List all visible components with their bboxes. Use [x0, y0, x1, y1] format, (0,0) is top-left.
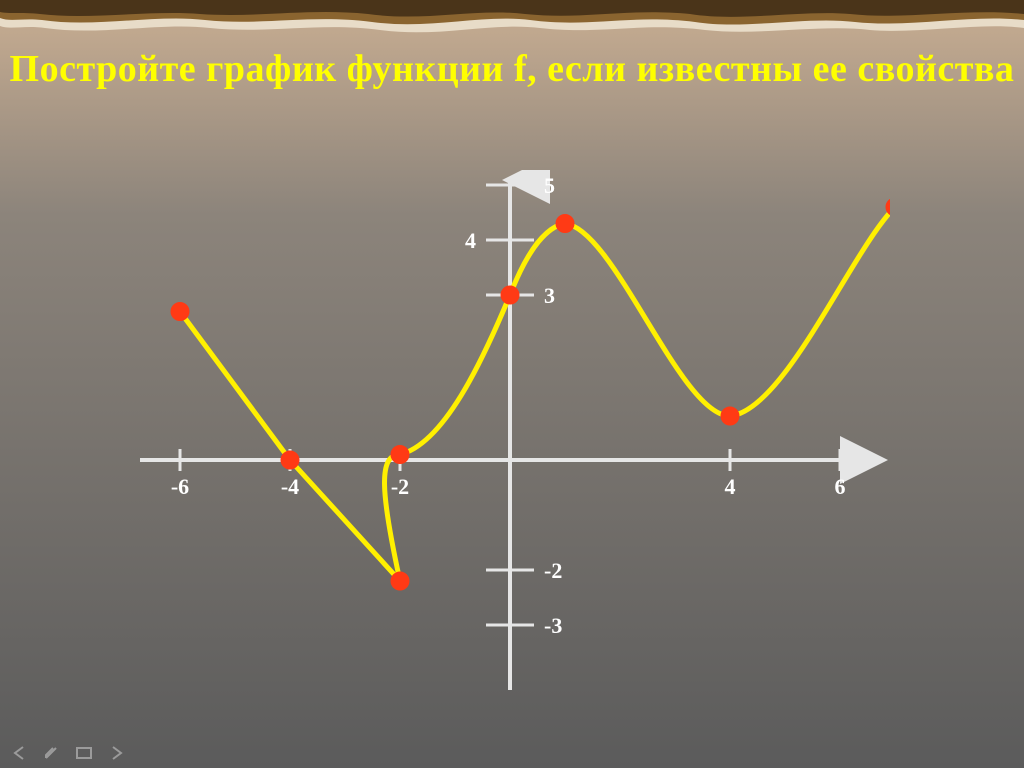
slide-nav-bar [10, 744, 126, 762]
x-tick-label: -2 [391, 474, 409, 499]
x-tick-label: -6 [171, 474, 189, 499]
data-point [281, 451, 299, 469]
y-tick-label: 4 [465, 228, 476, 253]
data-point [721, 407, 739, 425]
x-tick-label: 4 [725, 474, 736, 499]
y-tick-label: -3 [544, 613, 562, 638]
data-point [391, 446, 409, 464]
data-point [501, 286, 519, 304]
x-tick-label: -4 [281, 474, 299, 499]
function-graph: -6 -4 -2 4 6 5 4 3 -2 -3 [130, 170, 890, 700]
function-curve [180, 207, 890, 581]
data-point [391, 572, 409, 590]
y-tick-label: -2 [544, 558, 562, 583]
slide-title: Постройте график функции f, если известн… [0, 46, 1024, 94]
y-tick-label: 3 [544, 283, 555, 308]
data-point [556, 215, 574, 233]
torn-edge-decoration [0, 0, 1024, 45]
data-point [171, 303, 189, 321]
slide-menu-button[interactable] [74, 744, 94, 762]
next-slide-button[interactable] [106, 744, 126, 762]
x-tick-label: 6 [835, 474, 846, 499]
pen-button[interactable] [42, 744, 62, 762]
y-tick-label: 5 [544, 173, 555, 198]
prev-slide-button[interactable] [10, 744, 30, 762]
